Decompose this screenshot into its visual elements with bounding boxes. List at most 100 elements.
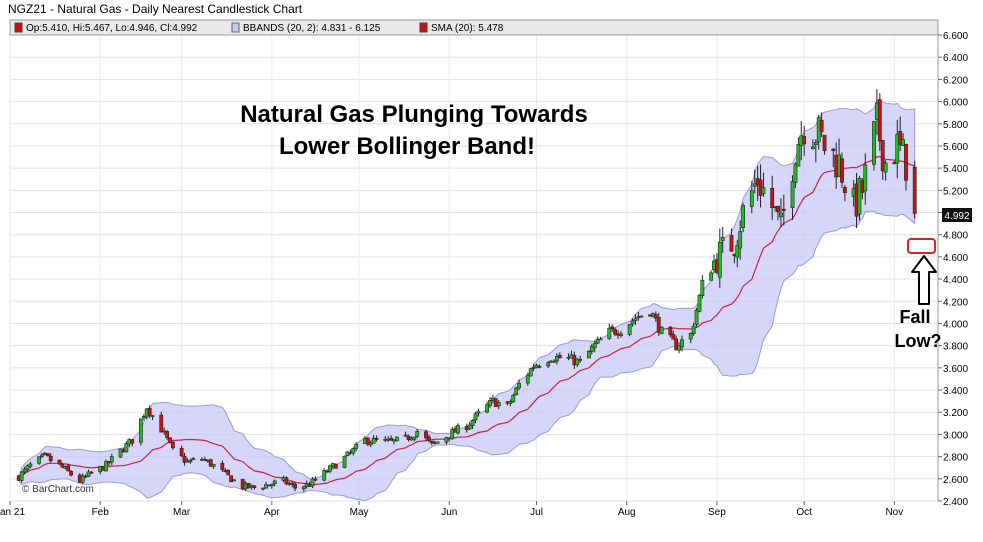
x-tick-label: Apr <box>264 507 280 518</box>
candle <box>147 405 152 419</box>
candle <box>226 469 231 476</box>
candle-body <box>557 354 562 359</box>
candle-body <box>677 345 681 351</box>
candle <box>150 415 155 421</box>
ohlc-legend-swatch <box>14 22 23 33</box>
candle-body <box>575 358 580 366</box>
candle <box>159 411 164 433</box>
up-arrow <box>911 255 937 305</box>
candle <box>813 139 818 163</box>
y-tick-label: 6.000 <box>943 98 968 109</box>
candle-body <box>37 456 41 464</box>
x-tick-label: Feb <box>92 507 110 518</box>
candle-body <box>313 478 318 481</box>
candle-body <box>680 339 684 348</box>
candle-body <box>552 360 556 363</box>
candle <box>109 453 114 466</box>
candle-body <box>738 231 743 249</box>
candle-body <box>636 316 641 319</box>
candle <box>555 353 559 365</box>
candle-body <box>517 383 521 389</box>
candle-body <box>578 359 583 361</box>
candle-body <box>220 463 225 470</box>
candle-body <box>109 456 114 463</box>
candle <box>630 318 635 327</box>
candle <box>656 312 661 337</box>
candle <box>293 481 297 492</box>
candle-body <box>66 465 71 472</box>
candle-body <box>514 387 519 395</box>
candle-body <box>843 187 847 193</box>
candle-body <box>822 134 827 152</box>
candle <box>345 451 350 457</box>
candle-body <box>619 333 623 336</box>
candle <box>912 160 917 219</box>
y-tick-label: 4.400 <box>943 275 968 286</box>
candle-body <box>284 477 289 485</box>
candle <box>741 202 745 233</box>
candle <box>450 426 455 440</box>
candle-body <box>354 443 359 449</box>
candle-body <box>48 455 53 462</box>
candle-body <box>80 475 85 483</box>
candle <box>627 324 632 337</box>
candle-body <box>69 471 73 476</box>
candle <box>284 476 289 486</box>
candle-body <box>272 480 277 485</box>
candle <box>633 314 638 326</box>
candle <box>342 455 347 469</box>
candle-body <box>508 401 513 404</box>
candle-body <box>118 448 123 458</box>
candle <box>429 440 434 446</box>
candle-body <box>872 121 876 165</box>
candle <box>720 227 725 253</box>
candle <box>328 464 332 474</box>
candle <box>374 435 379 442</box>
candle-body <box>40 454 44 457</box>
candle <box>761 172 766 197</box>
candle-body <box>691 325 696 335</box>
candle <box>269 483 274 489</box>
candle <box>877 93 882 151</box>
x-tick-label: Oct <box>796 507 812 518</box>
candle-body <box>188 460 193 463</box>
candle <box>776 205 780 221</box>
candle-body <box>424 431 428 439</box>
candle-body <box>226 469 231 476</box>
x-tick-label: Jun <box>441 507 457 518</box>
y-tick-label: 5.400 <box>943 164 968 175</box>
candle-body <box>587 351 591 359</box>
candle-body <box>86 471 91 477</box>
y-tick-label: 3.000 <box>943 430 968 441</box>
candle <box>415 428 420 439</box>
candle <box>45 453 50 457</box>
candle-body <box>290 482 295 485</box>
candle <box>595 336 600 345</box>
candle <box>220 460 225 472</box>
candle <box>546 360 551 368</box>
candle <box>537 364 542 369</box>
candle <box>636 312 641 321</box>
candle <box>668 325 673 338</box>
candle <box>389 435 393 441</box>
candle <box>28 461 33 469</box>
candle <box>86 469 91 478</box>
candle <box>831 148 836 168</box>
candle-body <box>592 343 597 349</box>
candle <box>252 485 257 490</box>
candle <box>592 340 597 353</box>
candle-body <box>735 245 740 258</box>
y-tick-label: 4.600 <box>943 253 968 264</box>
candle-body <box>229 475 233 483</box>
candle <box>310 477 315 489</box>
candle <box>333 463 338 469</box>
y-tick-label: 5.600 <box>943 142 968 153</box>
y-tick-label: 6.400 <box>943 53 968 64</box>
candle <box>700 275 705 299</box>
candle-body <box>671 333 676 340</box>
candle <box>898 116 903 152</box>
candle <box>674 335 679 351</box>
candle-body <box>476 411 481 414</box>
candle <box>613 327 617 337</box>
candle <box>729 228 734 252</box>
